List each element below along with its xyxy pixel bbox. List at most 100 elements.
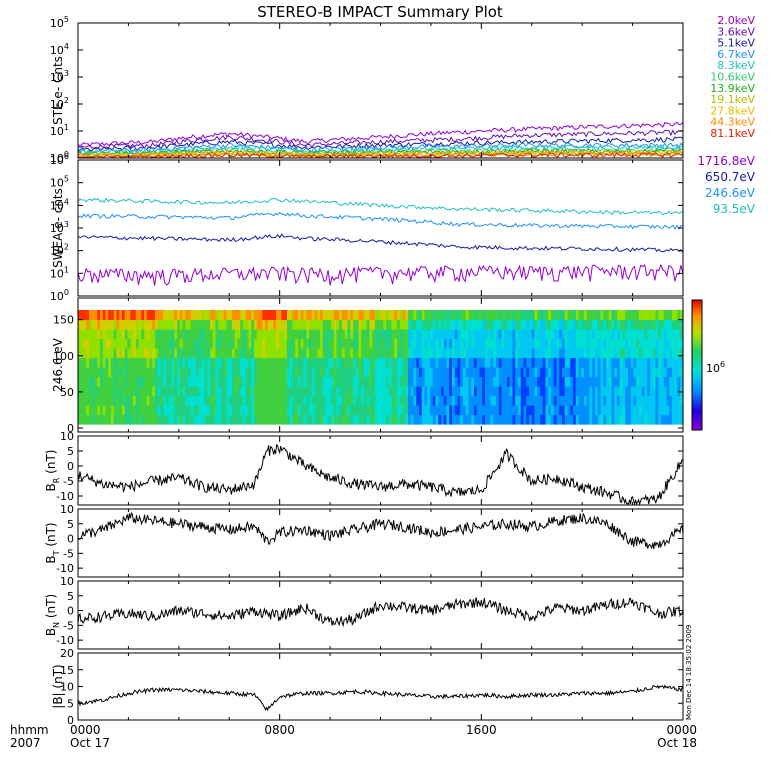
heatmap-cell — [391, 310, 395, 321]
heatmap-cell — [493, 395, 497, 406]
heatmap-cell — [674, 376, 679, 387]
heatmap-cell — [562, 395, 566, 406]
heatmap-cell — [210, 338, 214, 349]
heatmap-cell — [144, 329, 148, 340]
heatmap-cell — [564, 338, 569, 349]
heatmap-cell — [584, 329, 588, 340]
heatmap-cell — [559, 405, 563, 416]
heatmap-cell — [273, 310, 277, 321]
heatmap-cell — [289, 319, 294, 330]
heatmap-cell — [677, 348, 681, 359]
heatmap-cell — [501, 405, 505, 416]
heatmap-cell — [119, 367, 123, 378]
heatmap-cell — [122, 310, 126, 321]
heatmap-cell — [540, 310, 544, 321]
heatmap-cell — [438, 395, 442, 406]
heatmap-cell — [413, 395, 417, 406]
heatmap-cell — [413, 414, 417, 425]
heatmap-cell — [435, 319, 439, 330]
heatmap-cell — [251, 405, 255, 416]
heatmap-cell — [526, 338, 530, 349]
heatmap-cell — [644, 310, 648, 321]
heatmap-cell — [196, 338, 200, 349]
heatmap-cell — [138, 395, 142, 406]
heatmap-cell — [460, 414, 464, 425]
heatmap-cell — [446, 338, 450, 349]
heatmap-cell — [633, 376, 637, 387]
heatmap-cell — [504, 319, 508, 330]
heatmap-cell — [600, 357, 604, 368]
heatmap-cell — [460, 348, 464, 359]
heatmap-cell — [111, 386, 115, 397]
heatmap-cell — [108, 338, 112, 349]
heatmap-cell — [80, 310, 85, 321]
heatmap-cell — [496, 405, 500, 416]
heatmap-cell — [625, 357, 629, 368]
heatmap-cell — [149, 395, 153, 406]
heatmap-cell — [166, 405, 170, 416]
heatmap-cell — [314, 367, 318, 378]
heatmap-cell — [507, 357, 511, 368]
heatmap-cell — [185, 310, 189, 321]
heatmap-cell — [201, 329, 206, 340]
heatmap-cell — [482, 310, 486, 321]
heatmap-cell — [465, 348, 470, 359]
heatmap-cell — [443, 357, 448, 368]
heatmap-cell — [674, 319, 679, 330]
heatmap-cell — [666, 376, 670, 387]
heatmap-cell — [435, 338, 439, 349]
heatmap-cell — [391, 367, 395, 378]
heatmap-cell — [529, 338, 533, 349]
heatmap-cell — [454, 310, 459, 321]
heatmap-cell — [589, 376, 593, 387]
heatmap-cell — [650, 338, 654, 349]
heatmap-cell — [144, 338, 148, 349]
heatmap-cell — [193, 310, 197, 321]
heatmap-cell — [622, 376, 626, 387]
heatmap-cell — [347, 319, 351, 330]
heatmap-cell — [177, 348, 181, 359]
heatmap-cell — [443, 348, 448, 359]
heatmap-cell — [86, 348, 90, 359]
heatmap-cell — [111, 376, 115, 387]
heatmap-cell — [166, 376, 170, 387]
heatmap-cell — [523, 310, 527, 321]
heatmap-cell — [251, 376, 255, 387]
heatmap-cell — [614, 405, 618, 416]
heatmap-cell — [204, 338, 208, 349]
heatmap-cell — [424, 319, 428, 330]
heatmap-cell — [617, 414, 621, 425]
heatmap-cell — [317, 376, 321, 387]
heatmap-cell — [677, 310, 681, 321]
heatmap-cell — [130, 348, 134, 359]
heatmap-cell — [584, 414, 588, 425]
heatmap-cell — [144, 395, 148, 406]
heatmap-cell — [256, 386, 261, 397]
heatmap-cell — [490, 395, 494, 406]
heatmap-cell — [325, 414, 329, 425]
heatmap-cell — [182, 310, 186, 321]
heatmap-cell — [292, 414, 296, 425]
heatmap-cell — [199, 367, 203, 378]
heatmap-cell — [124, 395, 129, 406]
heatmap-cell — [190, 395, 195, 406]
heatmap-cell — [397, 357, 401, 368]
heatmap-cell — [322, 348, 327, 359]
heatmap-cell — [141, 376, 145, 387]
heatmap-cell — [677, 386, 681, 397]
heatmap-cell — [397, 376, 401, 387]
heatmap-cell — [204, 376, 208, 387]
heatmap-cell — [215, 376, 219, 387]
heatmap-cell — [463, 329, 467, 340]
heatmap-cell — [369, 386, 373, 397]
heatmap-cell — [413, 405, 417, 416]
heatmap-cell — [589, 405, 593, 416]
heatmap-cell — [212, 329, 217, 340]
heatmap-cell — [663, 329, 668, 340]
heatmap-cell — [597, 395, 602, 406]
heatmap-cell — [322, 414, 327, 425]
heatmap-cell — [157, 414, 162, 425]
heatmap-cell — [116, 348, 120, 359]
heatmap-cell — [540, 348, 544, 359]
